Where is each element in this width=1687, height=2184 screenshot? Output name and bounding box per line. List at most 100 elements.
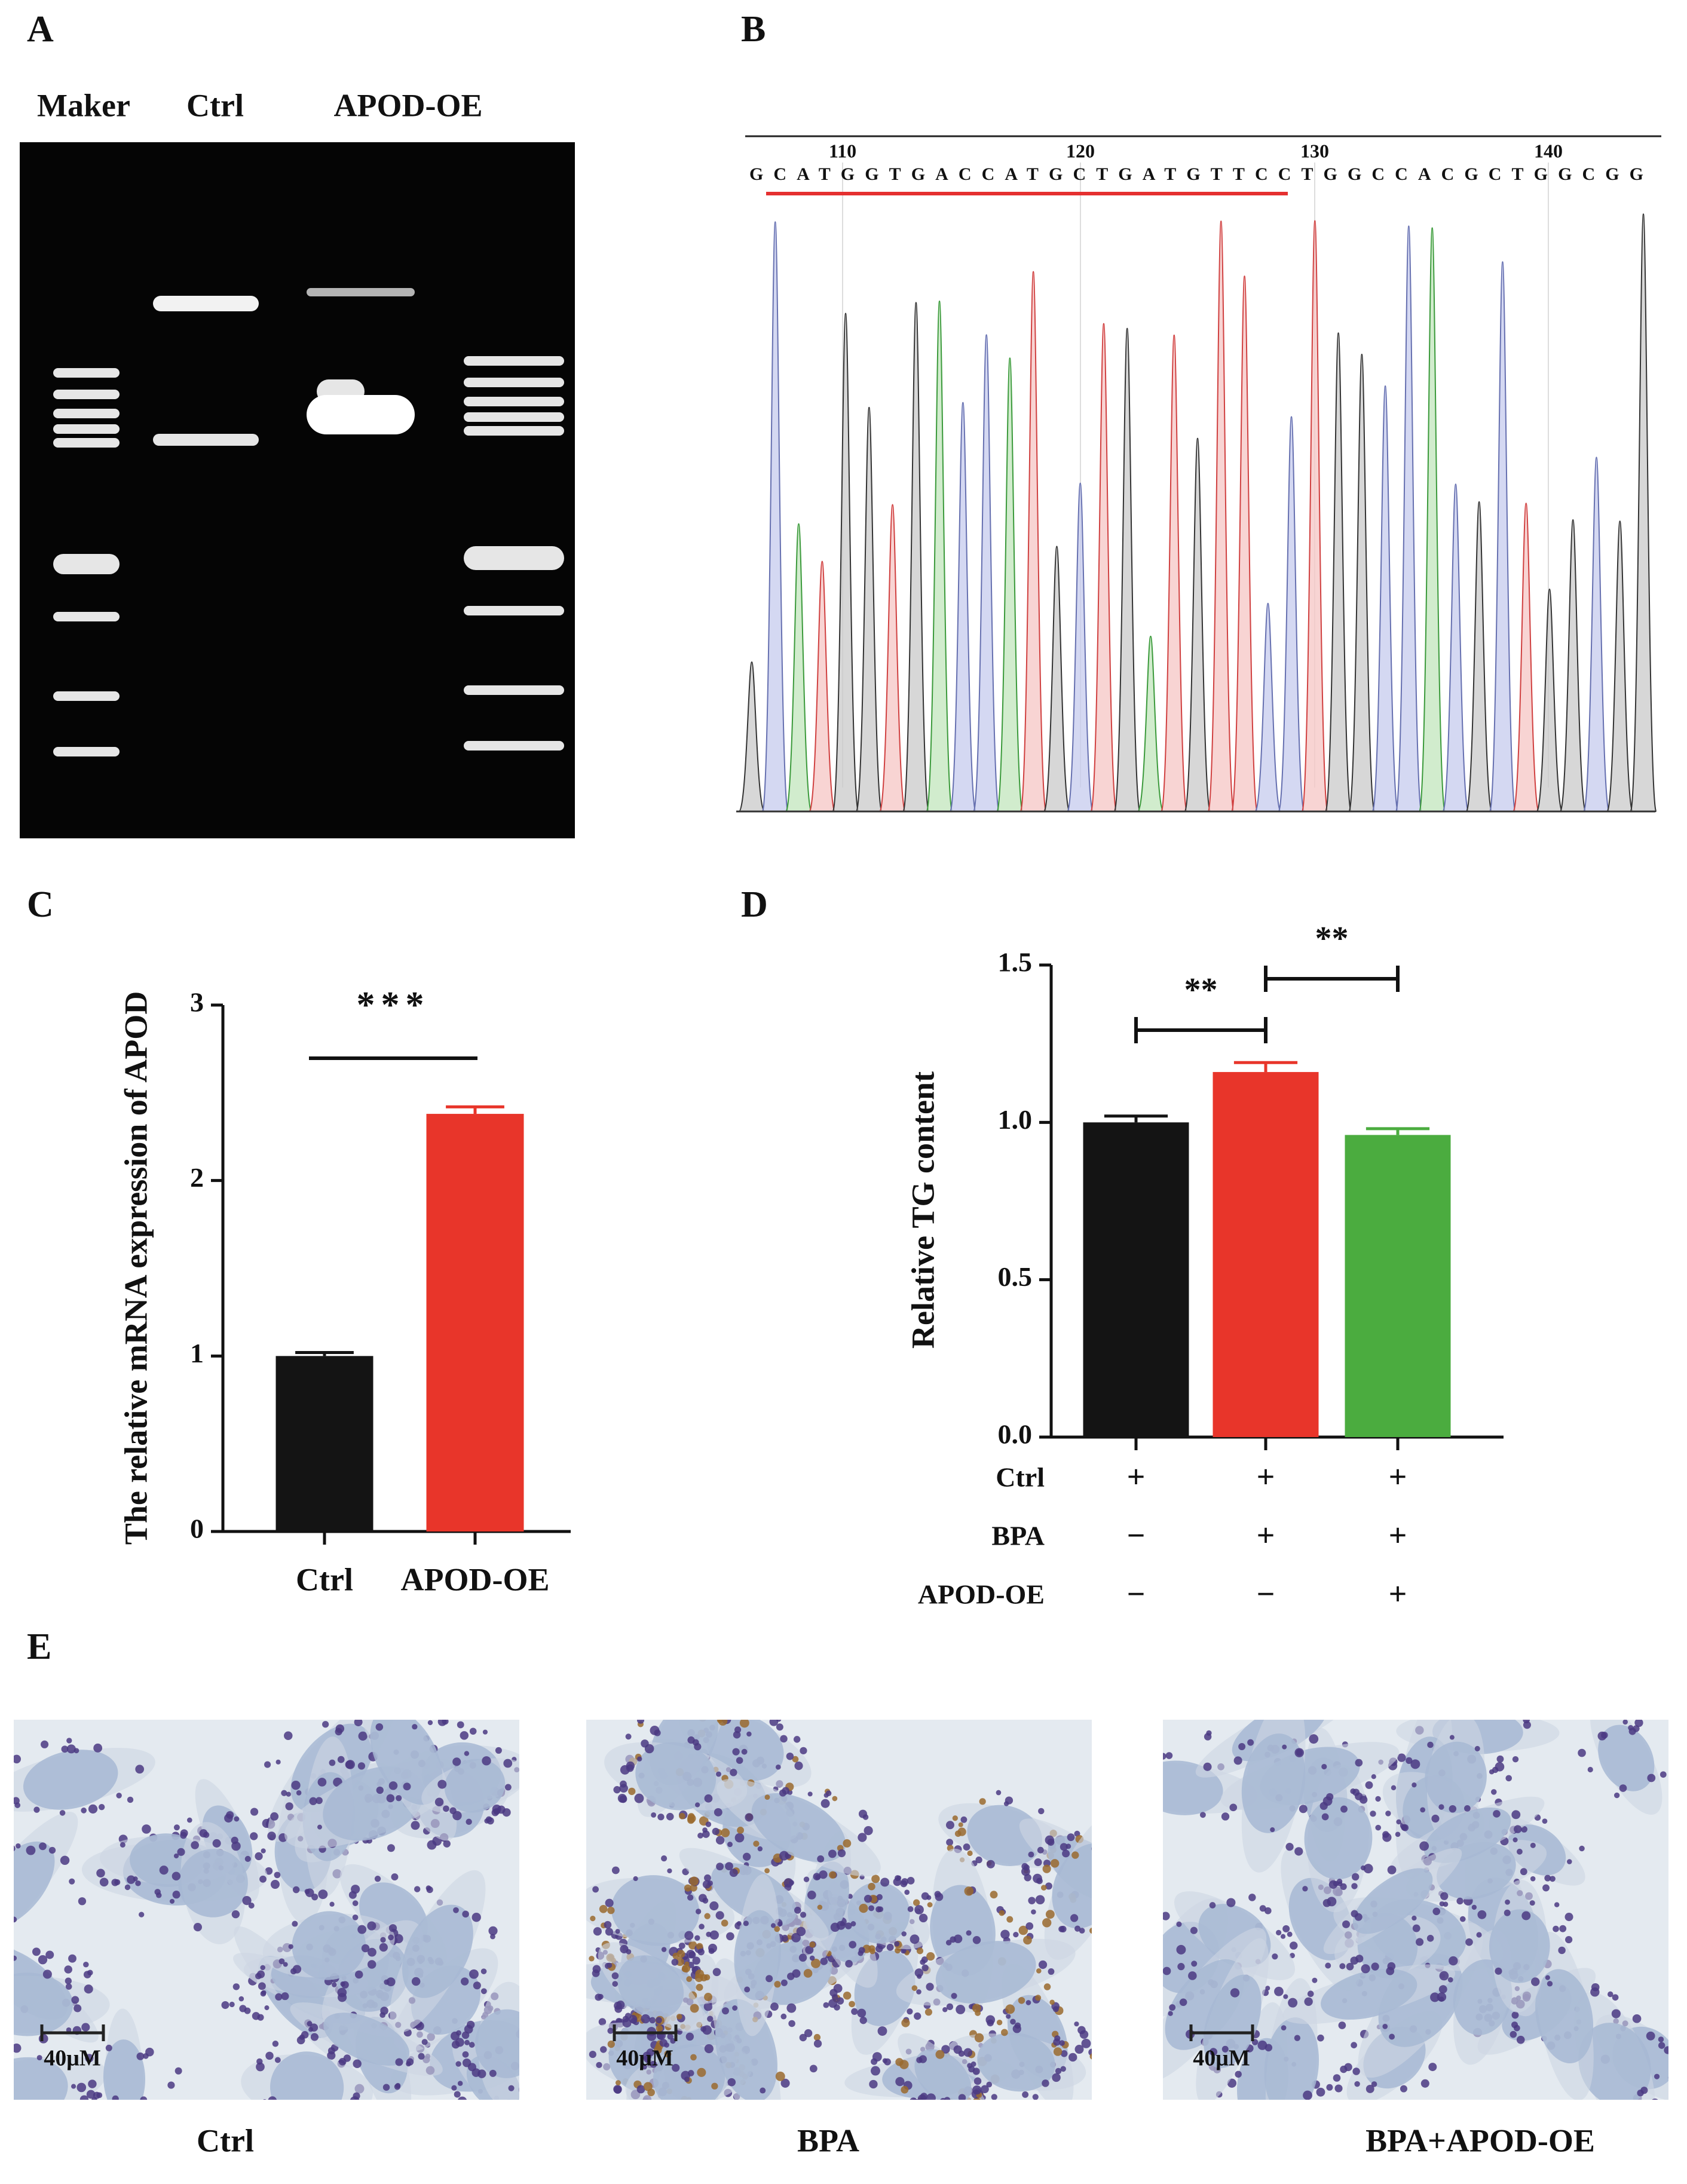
lipid-droplet [944,2097,951,2100]
lipid-droplet [1428,2063,1437,2072]
error-bar [295,1350,354,1356]
lipid-droplet [970,2061,976,2067]
trace-peak [1067,482,1094,812]
lipid-droplet [1156,2016,1162,2022]
gel-band [464,546,564,570]
lipid-droplet [911,1985,918,1991]
lipid-droplet [917,2094,927,2100]
gel-band [307,395,415,434]
y-tick-label: 2 [190,1162,204,1193]
lipid-droplet [1031,1909,1036,1915]
panel-label: B [741,9,766,50]
lipid-droplet [707,1880,713,1886]
lipid-droplet [1037,1846,1044,1854]
lipid-droplet [1035,1995,1042,2001]
trace-peak [832,313,859,812]
lipid-droplet [1565,1935,1573,1944]
lipid-droplet [589,2050,596,2059]
lipid-droplet [716,1863,724,1871]
lipid-droplet [828,1849,837,1858]
trace-peak [926,300,953,812]
lipid-droplet [622,2015,629,2023]
lipid-droplet [722,2106,731,2116]
lipid-droplet [1542,1884,1550,1892]
lipid-droplet [649,2017,656,2024]
lipid-droplet [473,2104,479,2110]
lipid-droplet [1284,1699,1293,1708]
lipid-droplet [16,1843,21,1849]
lipid-droplet [1365,2085,1374,2093]
lipid-droplet [1149,1916,1155,1923]
lipid-droplet [518,2027,519,2032]
lipid-droplet [715,1707,722,1714]
lipid-droplet [1502,1708,1512,1717]
lipid-droplet [900,1880,908,1888]
lipid-droplet [718,1720,728,1726]
lipid-droplet [352,1914,359,1920]
lipid-droplet [1601,1732,1608,1739]
lipid-droplet [274,2057,281,2063]
lipid-droplet [636,2085,645,2094]
lipid-droplet [1365,1781,1373,1789]
lipid-droplet [942,2007,948,2013]
lipid-droplet [1068,2053,1077,2062]
lipid-droplet [899,2060,909,2069]
lipid-droplet [1668,2074,1676,2082]
lipid-droplet [1230,1988,1240,1998]
lipid-droplet [803,1876,810,1882]
lipid-droplet [310,2023,319,2032]
lipid-droplet [895,2077,905,2087]
lipid-droplet [605,1928,613,1936]
lipid-droplet [696,1909,702,1915]
lipid-droplet [1633,1725,1640,1732]
lipid-droplet [412,1724,418,1730]
lipid-droplet [661,1947,667,1952]
lipid-droplet [120,1842,125,1848]
lipid-droplet [1496,1755,1504,1763]
lipid-droplet [1474,1745,1480,1751]
lipid-droplet [703,2002,713,2011]
lipid-droplet [311,1894,319,1901]
lipid-droplet [332,1982,337,1987]
lipid-droplet [388,1934,394,1941]
significance-label: *** [357,985,430,1025]
lipid-droplet [1658,2042,1665,2049]
lipid-droplet [521,2035,530,2044]
lipid-droplet [1142,1894,1148,1900]
lipid-droplet [1464,1805,1471,1812]
lipid-droplet [1371,2081,1377,2087]
nucleus [1241,1733,1306,1833]
lipid-droplet [672,2063,680,2072]
lipid-droplet [1049,1999,1055,2005]
lipid-droplet [1511,1810,1521,1820]
trace-peak [1465,501,1493,812]
lipid-droplet [705,1821,712,1827]
lipid-droplet [1646,2031,1655,2041]
lipid-droplet [1313,1699,1321,1707]
lipid-droplet [39,1842,47,1851]
nucleus [402,1904,473,1998]
lipid-droplet [1382,1833,1392,1842]
lipid-droplet [1375,1824,1382,1831]
lipid-droplet [380,1937,386,1943]
lipid-droplet [702,1897,709,1904]
nucleus [617,1955,684,2019]
gel-band [53,390,120,399]
lipid-droplet [127,1796,134,1803]
lipid-droplet [261,1990,267,1995]
lipid-droplet [626,1761,635,1771]
lipid-droplet [684,2076,690,2082]
lipid-droplet [270,1812,279,1821]
lipid-droplet [1333,2074,1341,2082]
lipid-droplet [457,1721,464,1729]
nucleus [1423,1807,1511,1863]
lipid-droplet [386,1977,396,1987]
trace-peak [1137,635,1165,812]
lipid-droplet [986,2081,993,2088]
nucleus [1052,1843,1092,1929]
lipid-droplet [142,1824,151,1834]
lipid-droplet [1152,1756,1161,1765]
lipid-droplet [685,2032,694,2041]
lipid-droplet [1221,2045,1229,2053]
lipid-droplet [265,2051,274,2060]
